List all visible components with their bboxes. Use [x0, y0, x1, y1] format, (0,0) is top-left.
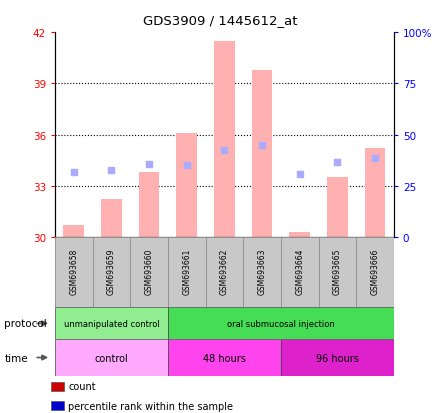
Point: [183, 163, 190, 169]
Text: GSM693665: GSM693665: [333, 248, 342, 294]
Point: [259, 142, 266, 149]
Bar: [55, 237, 93, 308]
Bar: [356, 237, 394, 308]
Text: count: count: [68, 381, 96, 391]
Bar: [214, 42, 235, 237]
Text: control: control: [95, 353, 128, 363]
Bar: [130, 237, 168, 308]
Bar: [243, 237, 281, 308]
Point: [296, 171, 303, 178]
Text: percentile rank within the sample: percentile rank within the sample: [68, 401, 233, 411]
Bar: [168, 237, 205, 308]
Point: [221, 147, 228, 154]
Bar: [281, 237, 319, 308]
Bar: [365, 149, 385, 237]
Text: GSM693664: GSM693664: [295, 248, 304, 294]
Bar: [93, 237, 130, 308]
Text: GDS3909 / 1445612_at: GDS3909 / 1445612_at: [143, 14, 297, 27]
Bar: [168, 308, 394, 339]
Bar: [205, 237, 243, 308]
Bar: [319, 237, 356, 308]
Bar: [139, 173, 159, 237]
Text: GSM693666: GSM693666: [370, 248, 379, 294]
Bar: [63, 225, 84, 237]
Text: oral submucosal injection: oral submucosal injection: [227, 319, 335, 328]
Text: protocol: protocol: [4, 318, 47, 329]
Point: [108, 168, 115, 174]
Text: 48 hours: 48 hours: [203, 353, 246, 363]
Bar: [281, 339, 394, 376]
Text: GSM693660: GSM693660: [145, 248, 154, 294]
Text: 96 hours: 96 hours: [316, 353, 359, 363]
Bar: [55, 308, 168, 339]
Text: GSM693658: GSM693658: [70, 248, 78, 294]
Text: GSM693662: GSM693662: [220, 248, 229, 294]
Bar: [168, 339, 281, 376]
Point: [371, 156, 378, 162]
Text: GSM693661: GSM693661: [182, 248, 191, 294]
Bar: [101, 200, 122, 237]
Bar: [55, 339, 168, 376]
Point: [334, 159, 341, 166]
Bar: [252, 71, 272, 237]
Text: GSM693659: GSM693659: [107, 248, 116, 294]
Text: GSM693663: GSM693663: [257, 248, 267, 294]
Bar: [327, 178, 348, 237]
Text: time: time: [4, 353, 28, 363]
Bar: [176, 133, 197, 237]
Text: unmanipulated control: unmanipulated control: [64, 319, 159, 328]
Bar: [290, 233, 310, 237]
Point: [70, 169, 77, 176]
Point: [146, 161, 153, 168]
